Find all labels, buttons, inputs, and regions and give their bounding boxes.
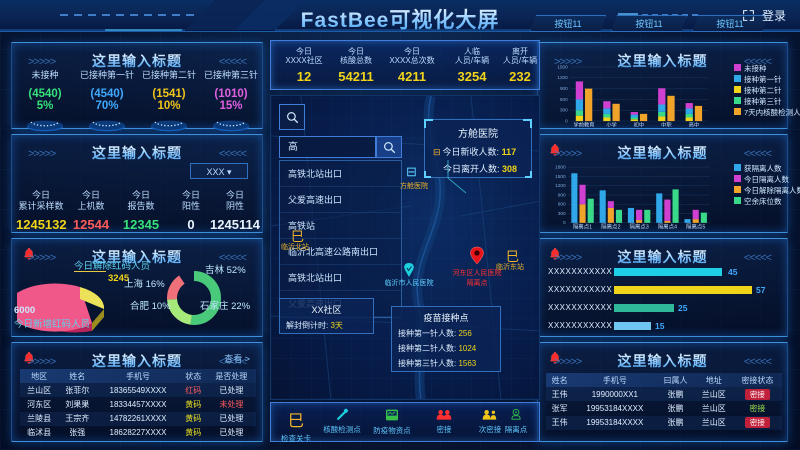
svg-text:600: 600: [560, 97, 568, 102]
svg-text:0: 0: [565, 118, 568, 123]
svg-text:300: 300: [560, 108, 568, 113]
svg-text:1800: 1800: [555, 164, 566, 170]
svg-text:高中: 高中: [689, 120, 700, 128]
svg-text:隔离点3: 隔离点3: [629, 222, 648, 230]
svg-text:1500: 1500: [557, 64, 568, 69]
svg-text:隔离点2: 隔离点2: [601, 222, 620, 230]
svg-text:300: 300: [558, 211, 566, 217]
svg-text:隔离点1: 隔离点1: [573, 222, 592, 230]
svg-text:1200: 1200: [557, 75, 568, 80]
svg-text:600: 600: [558, 202, 566, 208]
svg-text:隔离点4: 隔离点4: [658, 222, 677, 230]
svg-text:初中: 初中: [634, 120, 645, 128]
svg-text:1200: 1200: [555, 183, 566, 189]
svg-text:学前教育: 学前教育: [573, 120, 594, 128]
svg-text:900: 900: [560, 86, 568, 91]
svg-text:隔离点5: 隔离点5: [686, 222, 705, 230]
svg-text:0: 0: [563, 220, 566, 226]
svg-text:中职: 中职: [661, 120, 672, 128]
svg-text:小学: 小学: [606, 120, 617, 128]
svg-text:900: 900: [558, 192, 566, 198]
svg-text:1500: 1500: [555, 174, 566, 180]
